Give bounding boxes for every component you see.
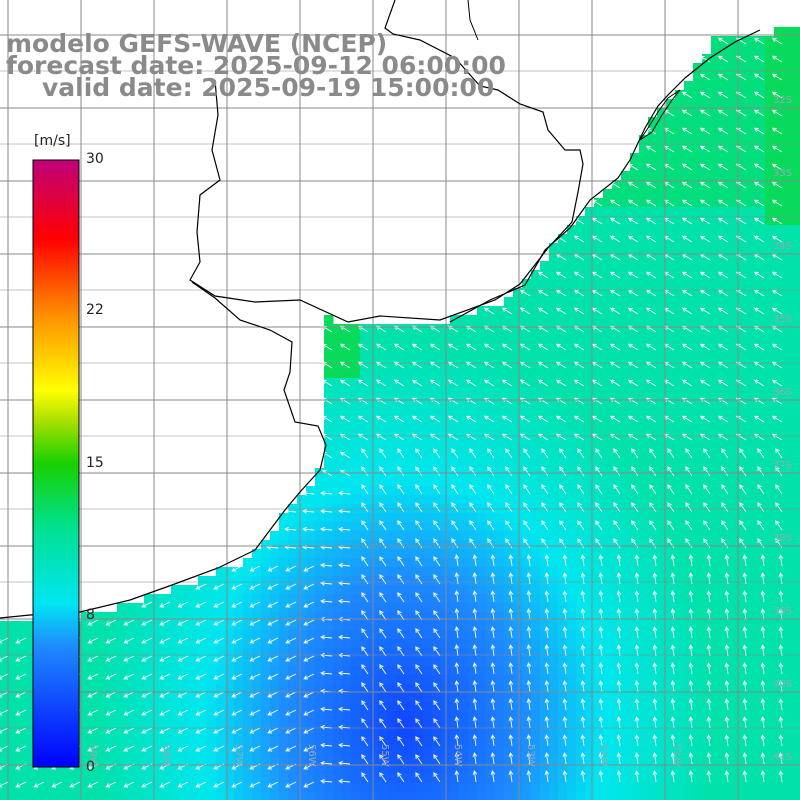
title-forecast-date: forecast date: 2025-09-12 06:00:00 [6, 51, 506, 80]
wind-speed-field [0, 27, 800, 800]
colorbar-tick-22: 22 [86, 302, 104, 318]
longitude-label: 52W [598, 744, 609, 767]
title-valid-date: valid date: 2025-09-19 15:00:00 [42, 73, 495, 102]
longitude-label: 55W [379, 744, 390, 767]
coastline [189, 0, 584, 323]
latitude-label: 38S [773, 533, 792, 544]
longitude-label: 51W [671, 744, 682, 767]
longitude-label: 57W [233, 744, 244, 767]
colorbar-tick-15: 15 [86, 455, 104, 471]
title-model: modelo GEFS-WAVE (NCEP) [6, 29, 388, 58]
latitude-label: 40S [773, 679, 792, 690]
coastline-uruguay [449, 29, 761, 323]
latitude-label: 35S [773, 314, 792, 325]
longitude-label: 54W [452, 744, 463, 767]
longitude-label: 53W [525, 744, 536, 767]
coastline-argentina [0, 281, 327, 619]
longitude-labels: 59W 58W 57W 56W 55W 54W 53W 52W 51W [87, 744, 682, 767]
latitude-label: 39S [773, 606, 792, 617]
colorbar-tick-0: 0 [86, 759, 95, 775]
longitude-label: 56W [306, 744, 317, 767]
colorbar-tick-8: 8 [86, 607, 95, 623]
latitude-label: 33S [773, 168, 792, 179]
latitude-label: 34S [773, 241, 792, 252]
colorbar [32, 159, 80, 768]
latitude-label: 36S [773, 387, 792, 398]
latitude-label: 32S [773, 95, 792, 106]
longitude-label: 59W [87, 744, 98, 767]
latitude-label: 37S [773, 460, 792, 471]
longitude-label: 58W [160, 744, 171, 767]
latitude-labels: 32S 33S 34S 35S 36S 37S 38S 39S 40S 41S [773, 95, 792, 763]
latitude-label: 41S [773, 752, 792, 763]
coastal-lagoon [639, 89, 681, 141]
wind-arrows [0, 37, 784, 788]
colorbar-unit: [m/s] [34, 133, 71, 149]
border-river [467, 0, 479, 41]
colorbar-tick-30: 30 [86, 151, 104, 167]
